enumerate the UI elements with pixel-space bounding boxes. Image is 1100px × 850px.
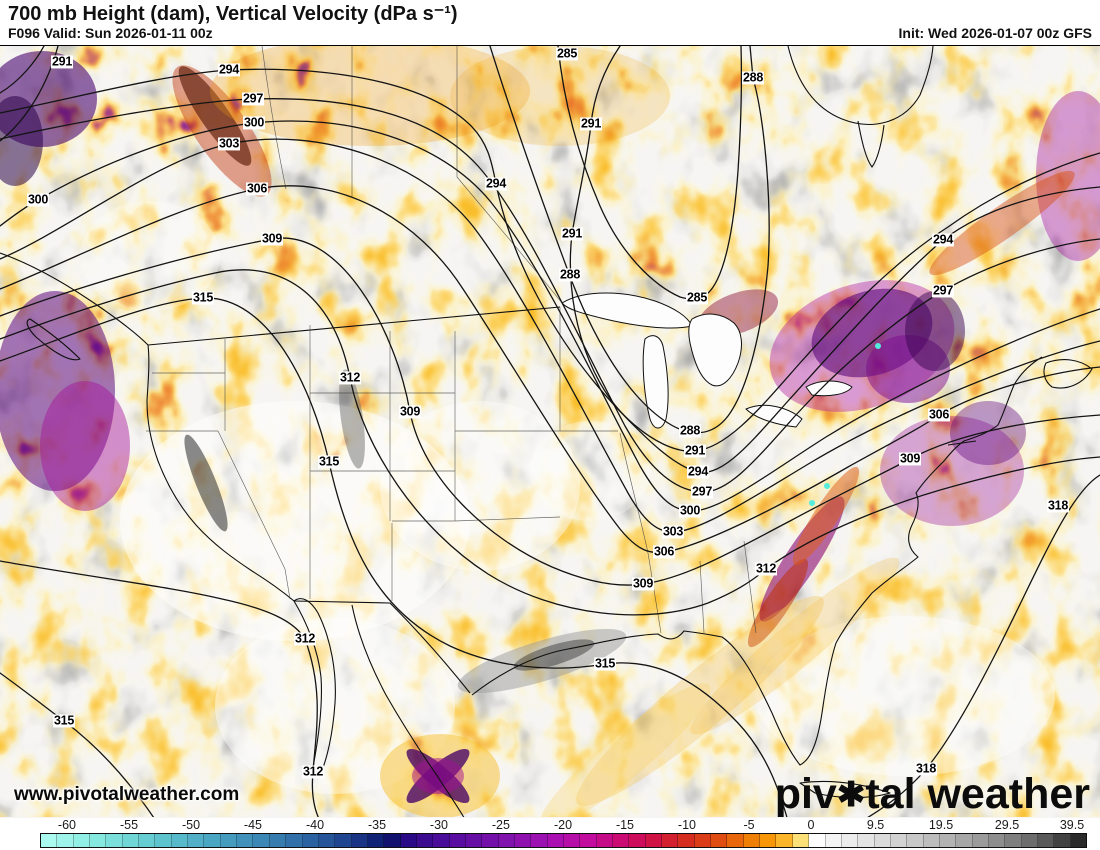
colorbar-cell [972,834,989,847]
colorbar-cell [890,834,908,847]
colorbar-cell [874,834,891,847]
colorbar-cell [825,834,842,847]
colorbar-cell [269,834,287,847]
colorbar-cell [1054,834,1071,847]
colorbar-cell [139,834,156,847]
colorbar-cell [302,834,319,847]
colorbar-cell [367,834,385,847]
colorbar-cell [907,834,924,847]
colorbar-cell [416,834,434,847]
colorbar-cell [449,834,466,847]
valid-time-label: F096 Valid: Sun 2026-01-11 00z [8,25,213,41]
colorbar-cell [106,834,123,847]
colorbar-cell [514,834,532,847]
watermark-url: www.pivotalweather.com [14,784,240,805]
colorbar-cell [90,834,107,847]
colorbar-cell [155,834,172,847]
colorbar-cell [220,834,238,847]
colorbar-cell [711,834,728,847]
colorbar-cell [760,834,777,847]
colorbar-cell [57,834,74,847]
logo-text-pre: piv [774,770,837,818]
colorbar-cell [400,834,417,847]
colorbar-cell [629,834,646,847]
colorbar-cell [351,834,368,847]
colorbar-cell [776,834,793,847]
colorbar-cell [939,834,957,847]
colorbar-cell [286,834,303,847]
colorbar-tick: -5 [743,818,755,832]
colorbar-cell [384,834,401,847]
colorbar-cell [1037,834,1055,847]
colorbar-tick: -60 [57,818,76,832]
colorbar-cell [73,834,91,847]
colorbar-cell [1021,834,1038,847]
colorbar-tick: -55 [119,818,139,832]
colorbar-cell [204,834,221,847]
colorbar-tick: 39.5 [1059,818,1085,832]
colorbar-cell [318,834,336,847]
colorbar-cell [1005,834,1022,847]
state-borders [146,46,757,634]
colorbar-cell [1070,834,1086,847]
colorbar-cell [858,834,875,847]
colorbar-cell [841,834,859,847]
colorbar-cell [171,834,189,847]
colorbar-cell [923,834,940,847]
colorbar-tick: 29.5 [994,818,1020,832]
colorbar-tick: -20 [553,818,573,832]
colorbar-cell [547,834,564,847]
colorbar: -60 -55 -50 -45 -40 -35 -30 -25 -20 -15 -10 -5 0 9.5 1… [0,818,1100,850]
colorbar-tick: 0 [807,818,815,832]
colorbar-cell [727,834,744,847]
colorbar-cell [743,834,761,847]
colorbar-cell [613,834,630,847]
colorbar-cell [531,834,548,847]
colorbar-cell [188,834,205,847]
colorbar-cell [988,834,1006,847]
colorbar-cell [41,834,58,847]
logo-text-post: tal weather [865,770,1090,818]
colorbar-cell [564,834,581,847]
header: 700 mb Height (dam), Vertical Velocity (… [0,0,1100,45]
colorbar-tick: 9.5 [866,818,885,832]
colorbar-cell [580,834,597,847]
colorbar-tick: -45 [243,818,263,832]
colorbar-tick: -30 [429,818,449,832]
colorbar-cell [792,834,810,847]
colorbar-cell [678,834,695,847]
colorbar-cell [596,834,614,847]
colorbar-tick: -35 [367,818,387,832]
colorbar-cell [809,834,826,847]
logo-star-icon: ✱ [836,776,866,814]
colorbar-tick: 19.5 [928,818,954,832]
colorbar-cell [645,834,663,847]
colorbar-cell [237,834,254,847]
colorbar-strip [40,833,1087,848]
colorbar-cell [498,834,515,847]
colorbar-tick: -40 [305,818,325,832]
map-svg [0,46,1100,817]
colorbar-cell [465,834,483,847]
colorbar-cell [253,834,270,847]
colorbar-tick: -15 [615,818,635,832]
pivotal-weather-logo: piv✱tal weather [775,773,1090,816]
colorbar-cell [433,834,450,847]
colorbar-cell [122,834,140,847]
colorbar-cell [482,834,499,847]
colorbar-tick: -10 [677,818,696,832]
colorbar-cell [335,834,352,847]
colorbar-tick: -50 [181,818,201,832]
colorbar-cell [694,834,712,847]
colorbar-tick: -25 [491,818,510,832]
colorbar-cell [662,834,679,847]
map-canvas: 291 294 297 300 303 306 309 300 315 312 309 315 312 3… [0,45,1100,818]
colorbar-tick-labels: -60 -55 -50 -45 -40 -35 -30 -25 -20 -15 -10 -5 0 9.5 1… [0,818,1100,833]
page-title: 700 mb Height (dam), Vertical Velocity (… [8,3,458,25]
init-time-label: Init: Wed 2026-01-07 00z GFS [898,25,1092,41]
colorbar-cell [956,834,973,847]
